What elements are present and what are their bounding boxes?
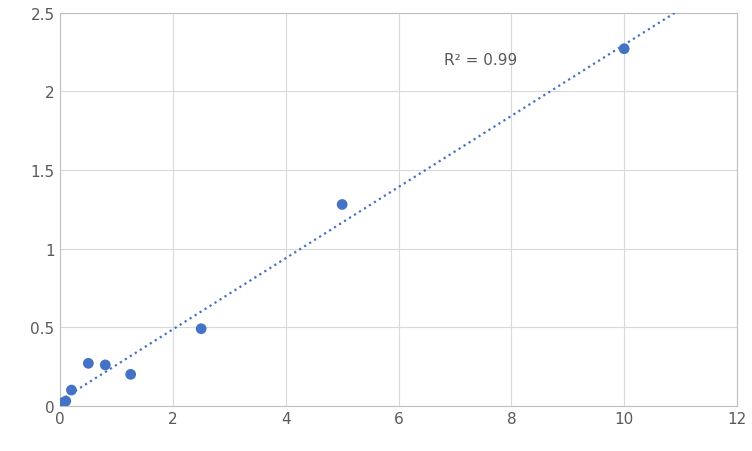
Point [125,371,137,378]
Point [618,46,630,53]
Point [65,387,77,394]
Point [83,360,95,367]
Text: R² = 0.99: R² = 0.99 [444,53,517,68]
Point [196,325,208,332]
Point [99,362,111,369]
Point [60,398,72,405]
Point [336,202,348,209]
Point [57,399,69,406]
